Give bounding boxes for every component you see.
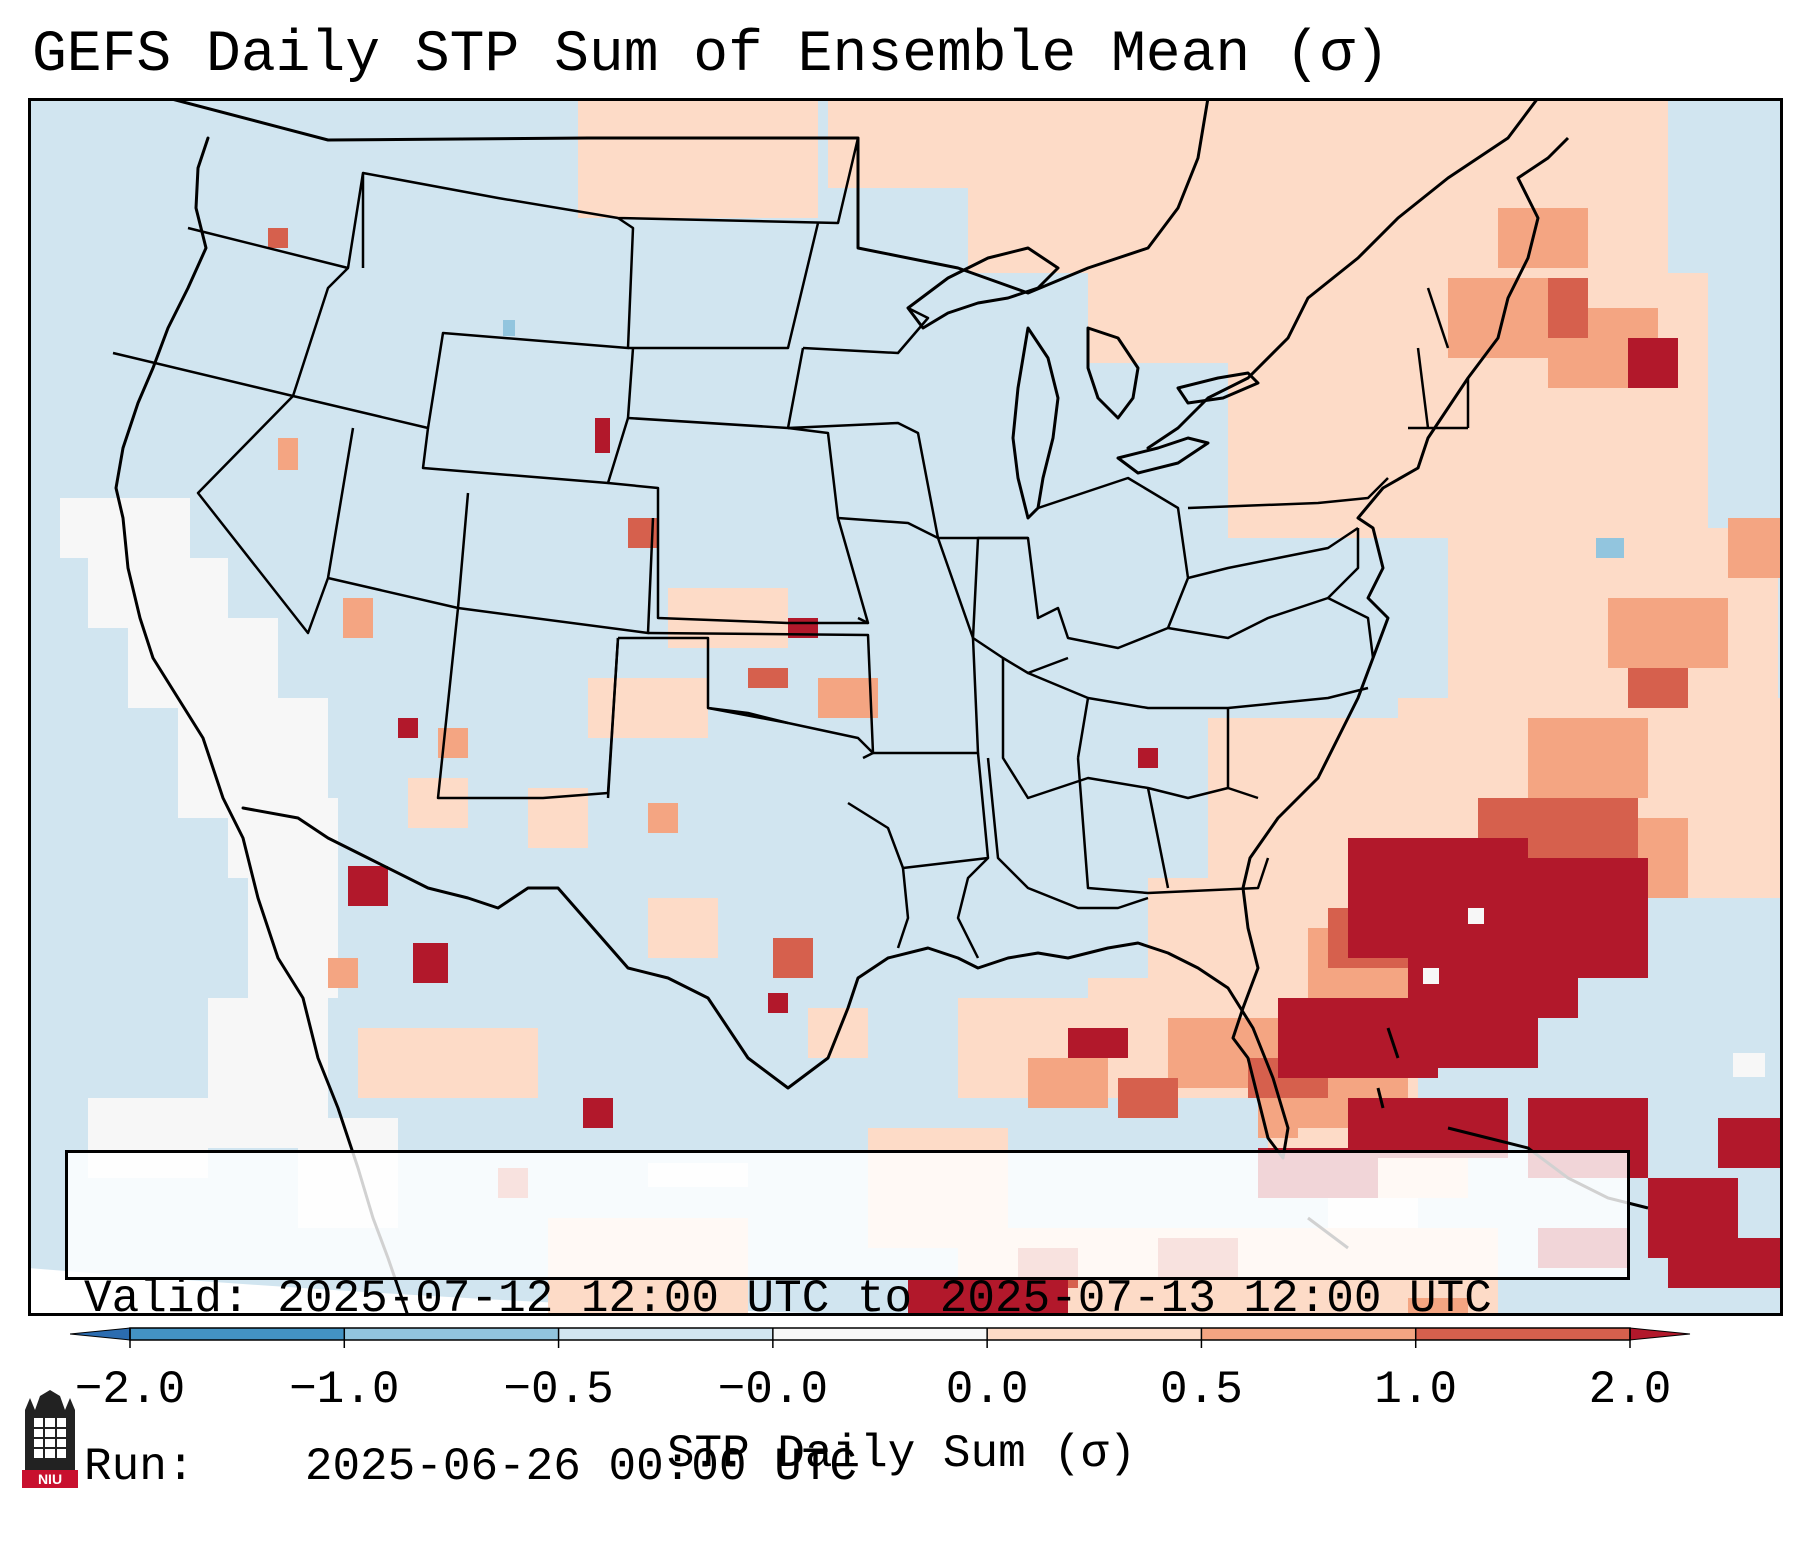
us-coastline xyxy=(857,136,1570,1160)
niu-logo-text: NIU xyxy=(38,1471,62,1487)
valid-label: Valid: xyxy=(84,1273,250,1325)
colorbar-bin xyxy=(344,1328,560,1340)
colorbar-bin xyxy=(1415,1328,1631,1340)
colorbar-tick-label: −1.0 xyxy=(289,1364,400,1416)
country-borders xyxy=(114,98,1540,1316)
colorbar-tick-label: 0.5 xyxy=(1160,1364,1243,1416)
state-boundaries xyxy=(112,137,1470,959)
run-time-row: Run: 2025-06-26 00:00 UTC xyxy=(84,1439,1613,1495)
map-frame xyxy=(28,98,1783,1316)
map-panel xyxy=(28,98,1783,1316)
colorbar-extend-high xyxy=(1629,1327,1691,1341)
valid-time-row: Valid: 2025-07-12 12:00 UTC to 2025-07-1… xyxy=(84,1271,1613,1327)
run-time: 2025-06-26 00:00 UTC xyxy=(304,1441,857,1493)
colorbar-tick-label: −2.0 xyxy=(74,1364,186,1416)
colorbar-tick-label: 0.0 xyxy=(945,1364,1029,1416)
colorbar-tick-label: 2.0 xyxy=(1588,1364,1672,1416)
colorbar-bin xyxy=(772,1328,988,1340)
colorbar-bin xyxy=(130,1328,345,1340)
colorbar-tick-label: 1.0 xyxy=(1374,1364,1458,1416)
valid-run-info-box: Valid: 2025-07-12 12:00 UTC to 2025-07-1… xyxy=(65,1150,1630,1493)
projection-edge xyxy=(28,1268,928,1316)
colorbar-label: STP Daily Sum (σ) xyxy=(666,1428,1137,1480)
colorbar-extend-low xyxy=(70,1327,131,1341)
figure-title: GEFS Daily STP Sum of Ensemble Mean (σ) xyxy=(32,23,1390,88)
extreme-positive-anomaly-cells xyxy=(348,338,1783,1316)
colorbar-bin xyxy=(987,1328,1202,1340)
negative-anomaly-cells xyxy=(503,320,1624,558)
valid-time-range: 2025-07-12 12:00 UTC to 2025-07-13 12:00… xyxy=(277,1273,1492,1325)
colorbar-bins xyxy=(70,1327,1691,1348)
neutral-holes xyxy=(1423,908,1765,1077)
niu-logo: NIU xyxy=(22,1390,78,1488)
stp-anomaly-map xyxy=(28,98,1783,1316)
colorbar xyxy=(70,1327,1691,1348)
run-label: Run: xyxy=(84,1441,195,1493)
colorbar-tick-label: −0.5 xyxy=(503,1364,614,1416)
colorbar-tick-label: −0.0 xyxy=(717,1364,829,1416)
colorbar-bin xyxy=(1201,1328,1417,1340)
colorbar-bin xyxy=(558,1328,774,1340)
